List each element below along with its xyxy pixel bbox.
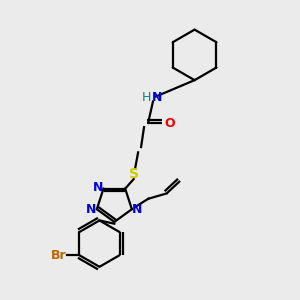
Text: N: N: [132, 203, 142, 216]
Text: N: N: [86, 203, 97, 216]
Text: H: H: [141, 92, 151, 104]
Text: O: O: [165, 117, 175, 130]
Text: Br: Br: [51, 249, 66, 262]
Text: N: N: [152, 92, 162, 104]
Text: N: N: [93, 182, 103, 194]
Text: S: S: [129, 167, 139, 181]
